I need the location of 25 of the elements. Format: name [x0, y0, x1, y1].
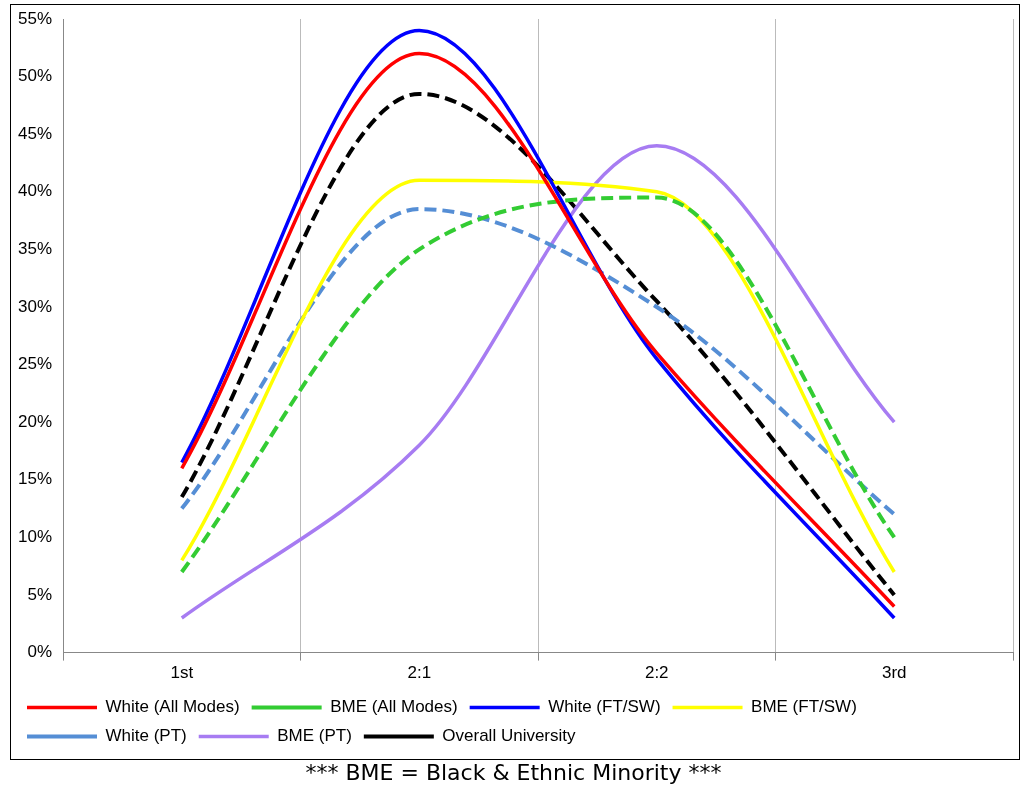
y-tick-label: 35%: [17, 239, 53, 259]
x-tick-label: 3rd: [881, 663, 907, 683]
y-tick-label: 55%: [17, 8, 53, 28]
y-tick-label: 45%: [17, 123, 53, 143]
y-tick-label: 10%: [17, 527, 53, 547]
y-tick-label: 20%: [17, 411, 53, 431]
line-series: [179, 207, 897, 517]
legend-label: White (All Modes): [105, 697, 240, 717]
x-tick-label: 1st: [170, 663, 194, 683]
y-tick-label: 5%: [27, 584, 53, 604]
x-tick-label: 2:1: [407, 663, 432, 683]
y-tick-label: 0%: [27, 642, 53, 662]
legend-label: BME (All Modes): [330, 697, 458, 717]
x-tick-label: 2:2: [644, 663, 669, 683]
y-tick-label: 50%: [17, 66, 53, 86]
y-tick-label: 15%: [17, 469, 53, 489]
legend-label: Overall University: [442, 726, 577, 746]
y-tick-label: 25%: [17, 354, 53, 374]
y-tick-label: 30%: [17, 296, 53, 316]
text: *** BME = Black & Ethnic Minority ***: [304, 760, 723, 785]
legend-label: White (PT): [105, 726, 187, 746]
legend-label: BME (FT/SW): [751, 697, 857, 717]
legend-label: White (FT/SW): [548, 697, 661, 717]
y-tick-label: 40%: [17, 181, 53, 201]
legend-label: BME (PT): [277, 726, 352, 746]
